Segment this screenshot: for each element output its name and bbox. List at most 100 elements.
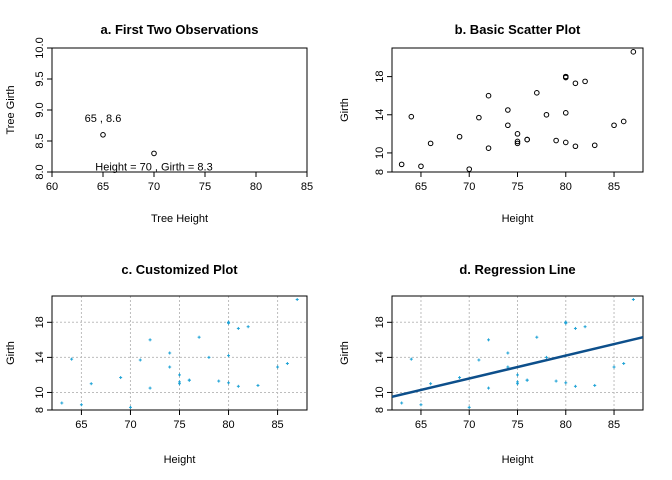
x-tick-label: 70 bbox=[463, 419, 475, 431]
x-tick-label: 70 bbox=[124, 419, 136, 431]
data-points bbox=[400, 298, 635, 409]
y-tick-label: 10.0 bbox=[34, 37, 46, 58]
x-axis-label: Height bbox=[502, 454, 534, 466]
y-tick-label: 14 bbox=[374, 351, 386, 363]
data-point bbox=[505, 122, 511, 129]
y-tick-label: 8 bbox=[34, 407, 46, 413]
data-point bbox=[630, 49, 637, 55]
data-point bbox=[620, 118, 627, 125]
panel-a: 60 65 70 75 80 85 8.0 8.5 9.0 9.5 10.0 a. First Two… bbox=[5, 22, 313, 225]
y-tick-label: 8 bbox=[374, 169, 386, 175]
y-axis: 8 10 14 18 bbox=[374, 316, 392, 413]
regression-line bbox=[392, 335, 643, 399]
data-point bbox=[611, 122, 617, 129]
data-point bbox=[476, 114, 482, 121]
y-tick-label: 10 bbox=[374, 386, 386, 398]
x-axis: 65 70 75 80 85 bbox=[415, 172, 620, 193]
y-axis: 8 10 14 18 bbox=[34, 316, 52, 413]
panel-b: 65 70 75 80 85 8 10 14 18 b. Basic Scatter Plot He… bbox=[339, 22, 644, 225]
x-tick-label: 65 bbox=[415, 181, 427, 193]
data-point bbox=[427, 140, 434, 147]
data-point bbox=[505, 107, 511, 113]
chart-title: a. First Two Observations bbox=[101, 22, 259, 37]
data-point bbox=[572, 80, 579, 87]
y-axis: 8 10 14 18 bbox=[374, 70, 392, 175]
x-tick-label: 80 bbox=[560, 181, 572, 193]
x-tick-label: 70 bbox=[148, 181, 160, 193]
plot-frame bbox=[51, 47, 308, 173]
x-tick-label: 80 bbox=[250, 181, 262, 193]
x-tick-label: 80 bbox=[560, 419, 572, 431]
y-axis-label: Tree Girth bbox=[5, 85, 17, 134]
x-tick-label: 65 bbox=[97, 181, 109, 193]
x-tick-label: 65 bbox=[415, 419, 427, 431]
data-point bbox=[562, 73, 569, 80]
data-points bbox=[398, 49, 637, 172]
data-point bbox=[514, 131, 521, 137]
data-points bbox=[60, 298, 299, 409]
chart-title: b. Basic Scatter Plot bbox=[455, 22, 581, 37]
x-tick-label: 70 bbox=[463, 181, 475, 193]
data-point bbox=[591, 142, 598, 149]
point-annotation: Height = 70 , Girth = 8.3 bbox=[95, 161, 212, 173]
data-point bbox=[582, 78, 588, 85]
data-point bbox=[572, 143, 579, 150]
chart-title: c. Customized Plot bbox=[121, 262, 238, 277]
x-tick-label: 85 bbox=[608, 181, 620, 193]
x-tick-label: 85 bbox=[271, 419, 283, 431]
panel-c: 65 70 75 80 85 8 10 14 18 c. Customized Plot Heigh… bbox=[5, 262, 308, 466]
data-point bbox=[485, 92, 492, 99]
y-tick-label: 9.5 bbox=[34, 71, 46, 86]
data-point bbox=[418, 163, 424, 170]
x-tick-label: 75 bbox=[199, 181, 211, 193]
y-tick-label: 8 bbox=[374, 407, 386, 413]
x-tick-label: 85 bbox=[608, 419, 620, 431]
data-point bbox=[151, 150, 157, 157]
data-point bbox=[466, 166, 473, 172]
data-point bbox=[562, 110, 569, 116]
x-axis: 65 70 75 80 85 bbox=[75, 410, 284, 431]
data-point bbox=[398, 161, 405, 168]
y-axis-label: Girth bbox=[339, 341, 351, 365]
y-tick-label: 9.0 bbox=[34, 102, 46, 117]
data-point bbox=[485, 145, 492, 151]
data-point bbox=[534, 90, 540, 96]
data-point bbox=[514, 138, 521, 145]
y-axis: 8.0 8.5 9.0 9.5 10.0 bbox=[34, 37, 52, 180]
data-point bbox=[562, 139, 569, 146]
x-tick-label: 85 bbox=[301, 181, 313, 193]
panel-d: 65 70 75 80 85 8 10 14 18 d. Regression Line Heigh… bbox=[339, 262, 644, 466]
x-axis-label: Height bbox=[502, 213, 534, 225]
x-tick-label: 75 bbox=[511, 181, 523, 193]
y-tick-label: 18 bbox=[374, 316, 386, 328]
x-tick-label: 75 bbox=[173, 419, 185, 431]
data-point bbox=[553, 137, 559, 144]
data-point bbox=[543, 111, 550, 118]
x-axis-label: Height bbox=[164, 454, 196, 466]
y-tick-label: 10 bbox=[34, 386, 46, 398]
x-axis: 60 65 70 75 80 85 bbox=[46, 172, 313, 193]
x-tick-label: 80 bbox=[222, 419, 234, 431]
y-tick-label: 18 bbox=[34, 316, 46, 328]
data-point bbox=[100, 132, 106, 138]
plot-frame bbox=[391, 47, 644, 173]
y-axis-label: Girth bbox=[5, 341, 17, 365]
y-tick-label: 8.5 bbox=[34, 133, 46, 148]
x-axis-label: Tree Height bbox=[151, 213, 208, 225]
data-point bbox=[524, 136, 530, 143]
y-axis-label: Girth bbox=[339, 98, 351, 122]
y-tick-label: 8.0 bbox=[34, 164, 46, 179]
data-point bbox=[456, 133, 463, 140]
data-point bbox=[408, 113, 415, 120]
x-tick-label: 60 bbox=[46, 181, 58, 193]
y-tick-label: 10 bbox=[374, 147, 386, 159]
x-axis: 65 70 75 80 85 bbox=[415, 410, 620, 431]
y-tick-label: 18 bbox=[374, 70, 386, 82]
x-tick-label: 75 bbox=[511, 419, 523, 431]
chart-title: d. Regression Line bbox=[459, 262, 575, 277]
y-tick-label: 14 bbox=[374, 109, 386, 121]
point-annotation: 65 , 8.6 bbox=[85, 113, 122, 125]
data-points bbox=[100, 132, 157, 157]
y-tick-label: 14 bbox=[34, 351, 46, 363]
